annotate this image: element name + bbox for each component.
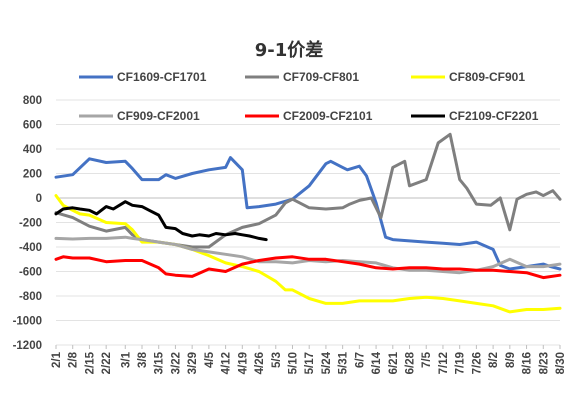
- x-tick-label: 3/15: [154, 351, 166, 374]
- series-line-cf2009-cf2101: [54, 255, 562, 280]
- series-line-cf809-cf901: [54, 194, 562, 314]
- series-line-cf909-cf2001: [54, 235, 562, 275]
- x-tick-label: 5/24: [321, 351, 333, 374]
- x-tick-label: 8/9: [505, 352, 517, 368]
- x-tick-label: 8/16: [522, 352, 534, 374]
- x-tick-label: 2/1: [51, 351, 63, 368]
- x-tick-label: 2/22: [101, 352, 113, 374]
- y-axis: 800 600 400 200 0 -200 -400 -600 -800 -1000 -1200: [13, 95, 42, 352]
- plot-area: [54, 132, 562, 314]
- x-tick-label: 7/5: [421, 351, 433, 368]
- x-tick-label: 3/1: [120, 351, 132, 368]
- gridlines: [56, 99, 560, 346]
- x-tick-label: 5/3: [271, 352, 283, 368]
- series-line-cf1609-cf1701: [54, 156, 562, 271]
- x-tick-label: 8/2: [488, 352, 500, 368]
- y-tick-label: -400: [19, 242, 42, 254]
- x-tick-label: 4/26: [254, 352, 266, 374]
- x-tick-label: 5/17: [304, 352, 316, 374]
- y-tick-label: -800: [19, 291, 42, 303]
- y-tick-label: -200: [19, 218, 42, 230]
- x-axis: 2/1 2/8 2/15 2/22 3/1 3/8 3/15 3/22 3/29 4/5 4/12 4…: [51, 345, 567, 374]
- x-tick-label: 4/19: [237, 352, 249, 374]
- x-tick-label: 6/7: [354, 352, 366, 368]
- y-tick-label: 800: [23, 95, 42, 107]
- x-tick-label: 6/28: [405, 351, 417, 374]
- x-tick-label: 7/12: [438, 352, 450, 374]
- x-tick-label: 4/12: [221, 352, 233, 374]
- legend-label: CF709-CF801: [283, 70, 359, 84]
- series-line-cf2109-cf2201: [54, 200, 268, 242]
- x-tick-label: 8/23: [538, 352, 550, 374]
- x-tick-label: 8/30: [555, 352, 567, 374]
- y-tick-label: 0: [36, 193, 42, 205]
- x-tick-label: 7/26: [471, 352, 483, 374]
- x-tick-label: 6/14: [371, 351, 383, 374]
- x-tick-label: 2/8: [68, 351, 80, 368]
- y-tick-label: -1200: [13, 340, 42, 352]
- x-tick-label: 4/5: [204, 351, 216, 368]
- chart-title: 9-1价差: [255, 39, 324, 61]
- y-tick-label: 400: [23, 144, 42, 156]
- y-tick-label: 200: [23, 169, 42, 181]
- legend-label: CF2109-CF2201: [449, 109, 539, 123]
- x-tick-label: 3/8: [137, 351, 149, 368]
- x-tick-label: 2/15: [84, 351, 96, 374]
- x-tick-label: 7/19: [455, 352, 467, 374]
- legend-label: CF1609-CF1701: [117, 70, 207, 84]
- x-tick-label: 3/22: [170, 352, 182, 374]
- y-tick-label: 600: [23, 120, 42, 132]
- y-tick-label: -1000: [13, 316, 42, 328]
- x-tick-label: 6/21: [388, 351, 400, 374]
- legend-label: CF2009-CF2101: [283, 109, 373, 123]
- x-tick-label: 5/10: [287, 352, 299, 374]
- legend-label: CF809-CF901: [449, 70, 525, 84]
- y-tick-label: -600: [19, 267, 42, 279]
- x-tick-label: 5/31: [338, 351, 350, 374]
- x-tick-label: 3/29: [187, 352, 199, 374]
- legend-label: CF909-CF2001: [117, 109, 200, 123]
- legend: CF1609-CF1701 CF709-CF801 CF809-CF901 CF909…: [79, 70, 539, 123]
